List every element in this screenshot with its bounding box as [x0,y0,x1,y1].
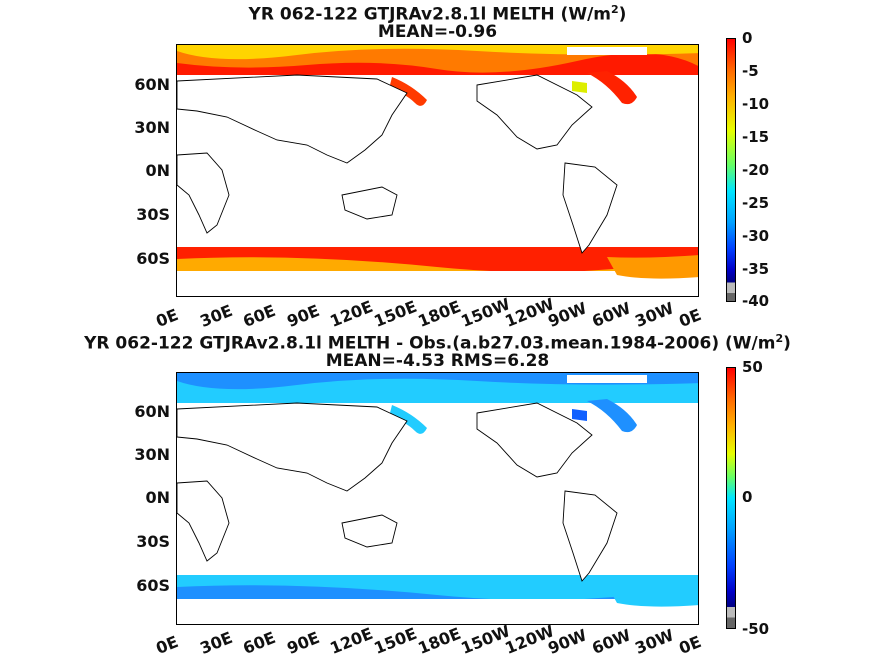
x-tick-label: 150E [371,623,420,658]
antarctica-land [177,271,698,296]
colorbar-tick: -35 [742,260,770,278]
x-tick-label: 60W [589,298,634,331]
colorbar-tick: 50 [742,358,763,376]
colorbar-tick: 0 [742,488,753,506]
southern-band-inner [177,585,698,601]
x-tick-label: 30W [632,625,677,658]
map-svg [177,373,698,624]
labrador-sea [587,399,637,433]
x-tick-label: 60E [240,627,279,658]
colorbar [726,367,736,629]
weddell-sea [607,583,698,607]
colorbar-tick: -30 [742,227,770,245]
x-tick-label: 60W [589,625,634,658]
colorbar-tick: 0 [742,29,753,47]
labrador-sea [587,71,637,105]
y-tick-60n: 60N [134,75,170,94]
north-america [476,402,593,478]
map-svg [177,45,698,296]
chart-title: YR 062-122 GTJRAv2.8.1l MELTH (W/m2) [248,3,627,25]
y-tick-30s: 30S [136,532,170,551]
y-tick-60s: 60S [136,249,170,268]
north-america [476,74,593,150]
continents [177,402,618,582]
x-tick-label: 180E [414,623,463,658]
colorbar [726,38,736,302]
x-tick-label: 0E [153,632,181,658]
y-tick-30n: 30N [134,118,170,137]
colorbar-tick: -10 [742,95,770,113]
y-tick-60s: 60S [136,576,170,595]
x-tick-label: 0E [153,305,181,331]
chart-subtitle: MEAN=-0.96 [377,22,498,42]
eurasia [177,402,408,492]
x-tick-label: 120E [327,296,376,331]
okhotsk-sea [389,405,427,434]
map-plot-area [176,372,699,625]
southern-band-inner [177,257,698,273]
x-tick-label: 30E [196,627,235,658]
colorbar-tick: -40 [742,292,770,310]
africa [177,480,230,562]
x-tick-label: 0E [676,305,704,331]
colorbar-tick: -25 [742,194,770,212]
okhotsk-sea [389,77,427,106]
x-tick-label: 30E [196,300,235,331]
africa [177,152,230,234]
colorbar-tick: -20 [742,161,770,179]
x-tick-label: 60E [240,300,279,331]
x-tick-label: 120E [327,623,376,658]
colorbar-tick: -5 [742,62,759,80]
colorbar-tick: -50 [742,620,770,638]
continents [177,74,618,254]
australia [341,514,398,548]
y-tick-0n: 0N [145,161,170,180]
colorbar-tick: -15 [742,128,770,146]
eurasia [177,74,408,164]
y-tick-30n: 30N [134,445,170,464]
y-tick-60n: 60N [134,402,170,421]
y-tick-0n: 0N [145,488,170,507]
x-tick-label: 90E [284,627,322,658]
weddell-sea [607,255,698,279]
x-tick-label: 0E [676,632,704,658]
hudson-bay [572,409,587,421]
south-america [562,490,618,582]
arctic-band-edge [177,53,698,75]
y-tick-30s: 30S [136,205,170,224]
map-plot-area [176,44,699,297]
australia [341,186,398,220]
x-tick-label: 30W [632,298,677,331]
x-tick-label: 150E [371,296,420,331]
hudson-bay [572,81,587,93]
greenland-land [567,375,647,383]
x-tick-label: 90E [284,300,322,331]
greenland-land [567,47,647,55]
south-america [562,162,618,254]
chart-title: YR 062-122 GTJRAv2.8.1l MELTH - Obs.(a.b… [84,332,791,354]
antarctica-land [177,599,698,624]
chart-subtitle: MEAN=-4.53 RMS=6.28 [325,351,550,371]
x-tick-label: 180E [414,296,463,331]
